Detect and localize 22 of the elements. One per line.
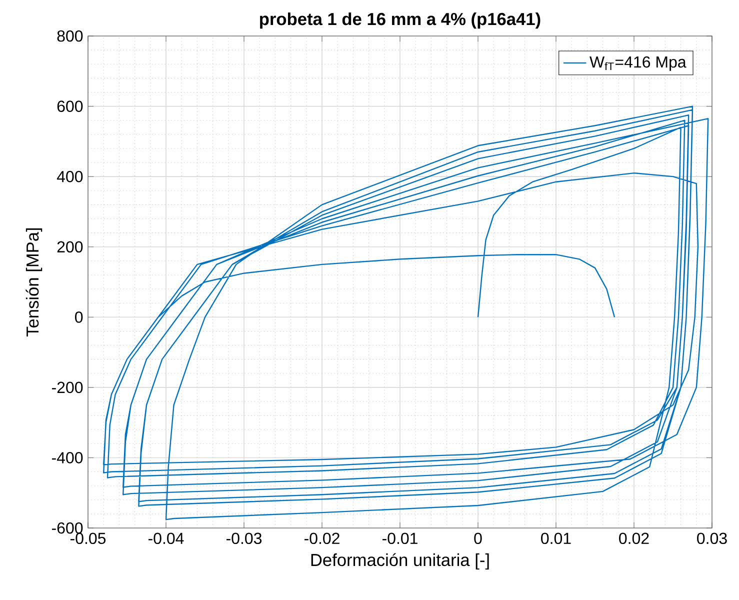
chart-title: probeta 1 de 16 mm a 4% (p16a41) — [260, 12, 540, 29]
legend-label: W$_{fT}$=416 Mpa — [590, 56, 686, 71]
y-axis-title: Tensión [MPa] — [26, 228, 42, 337]
x-tick-label: 0 — [474, 532, 482, 544]
y-tick-label: 400 — [56, 170, 83, 182]
x-tick-label: 0.03 — [697, 532, 727, 544]
x-tick-label: -0.03 — [226, 532, 262, 544]
x-tick-label: 0.02 — [619, 532, 649, 544]
x-tick-label: -0.02 — [304, 532, 340, 544]
x-tick-label: 0.01 — [541, 532, 571, 544]
y-tick-label: -400 — [52, 452, 83, 464]
y-tick-label: -600 — [52, 522, 83, 534]
x-tick-label: -0.05 — [70, 532, 106, 544]
line-series — [103, 106, 709, 520]
y-tick-label: 800 — [57, 30, 83, 42]
x-tick-label: -0.01 — [382, 532, 418, 544]
x-tick-label: -0.04 — [148, 532, 184, 544]
x-axis-title: Deformación unitaria [-] — [311, 553, 489, 570]
y-tick-label: 0 — [75, 311, 83, 323]
y-tick-label: 600 — [57, 100, 83, 112]
y-tick-label: -200 — [52, 382, 83, 394]
y-tick-label: 200 — [57, 241, 83, 253]
